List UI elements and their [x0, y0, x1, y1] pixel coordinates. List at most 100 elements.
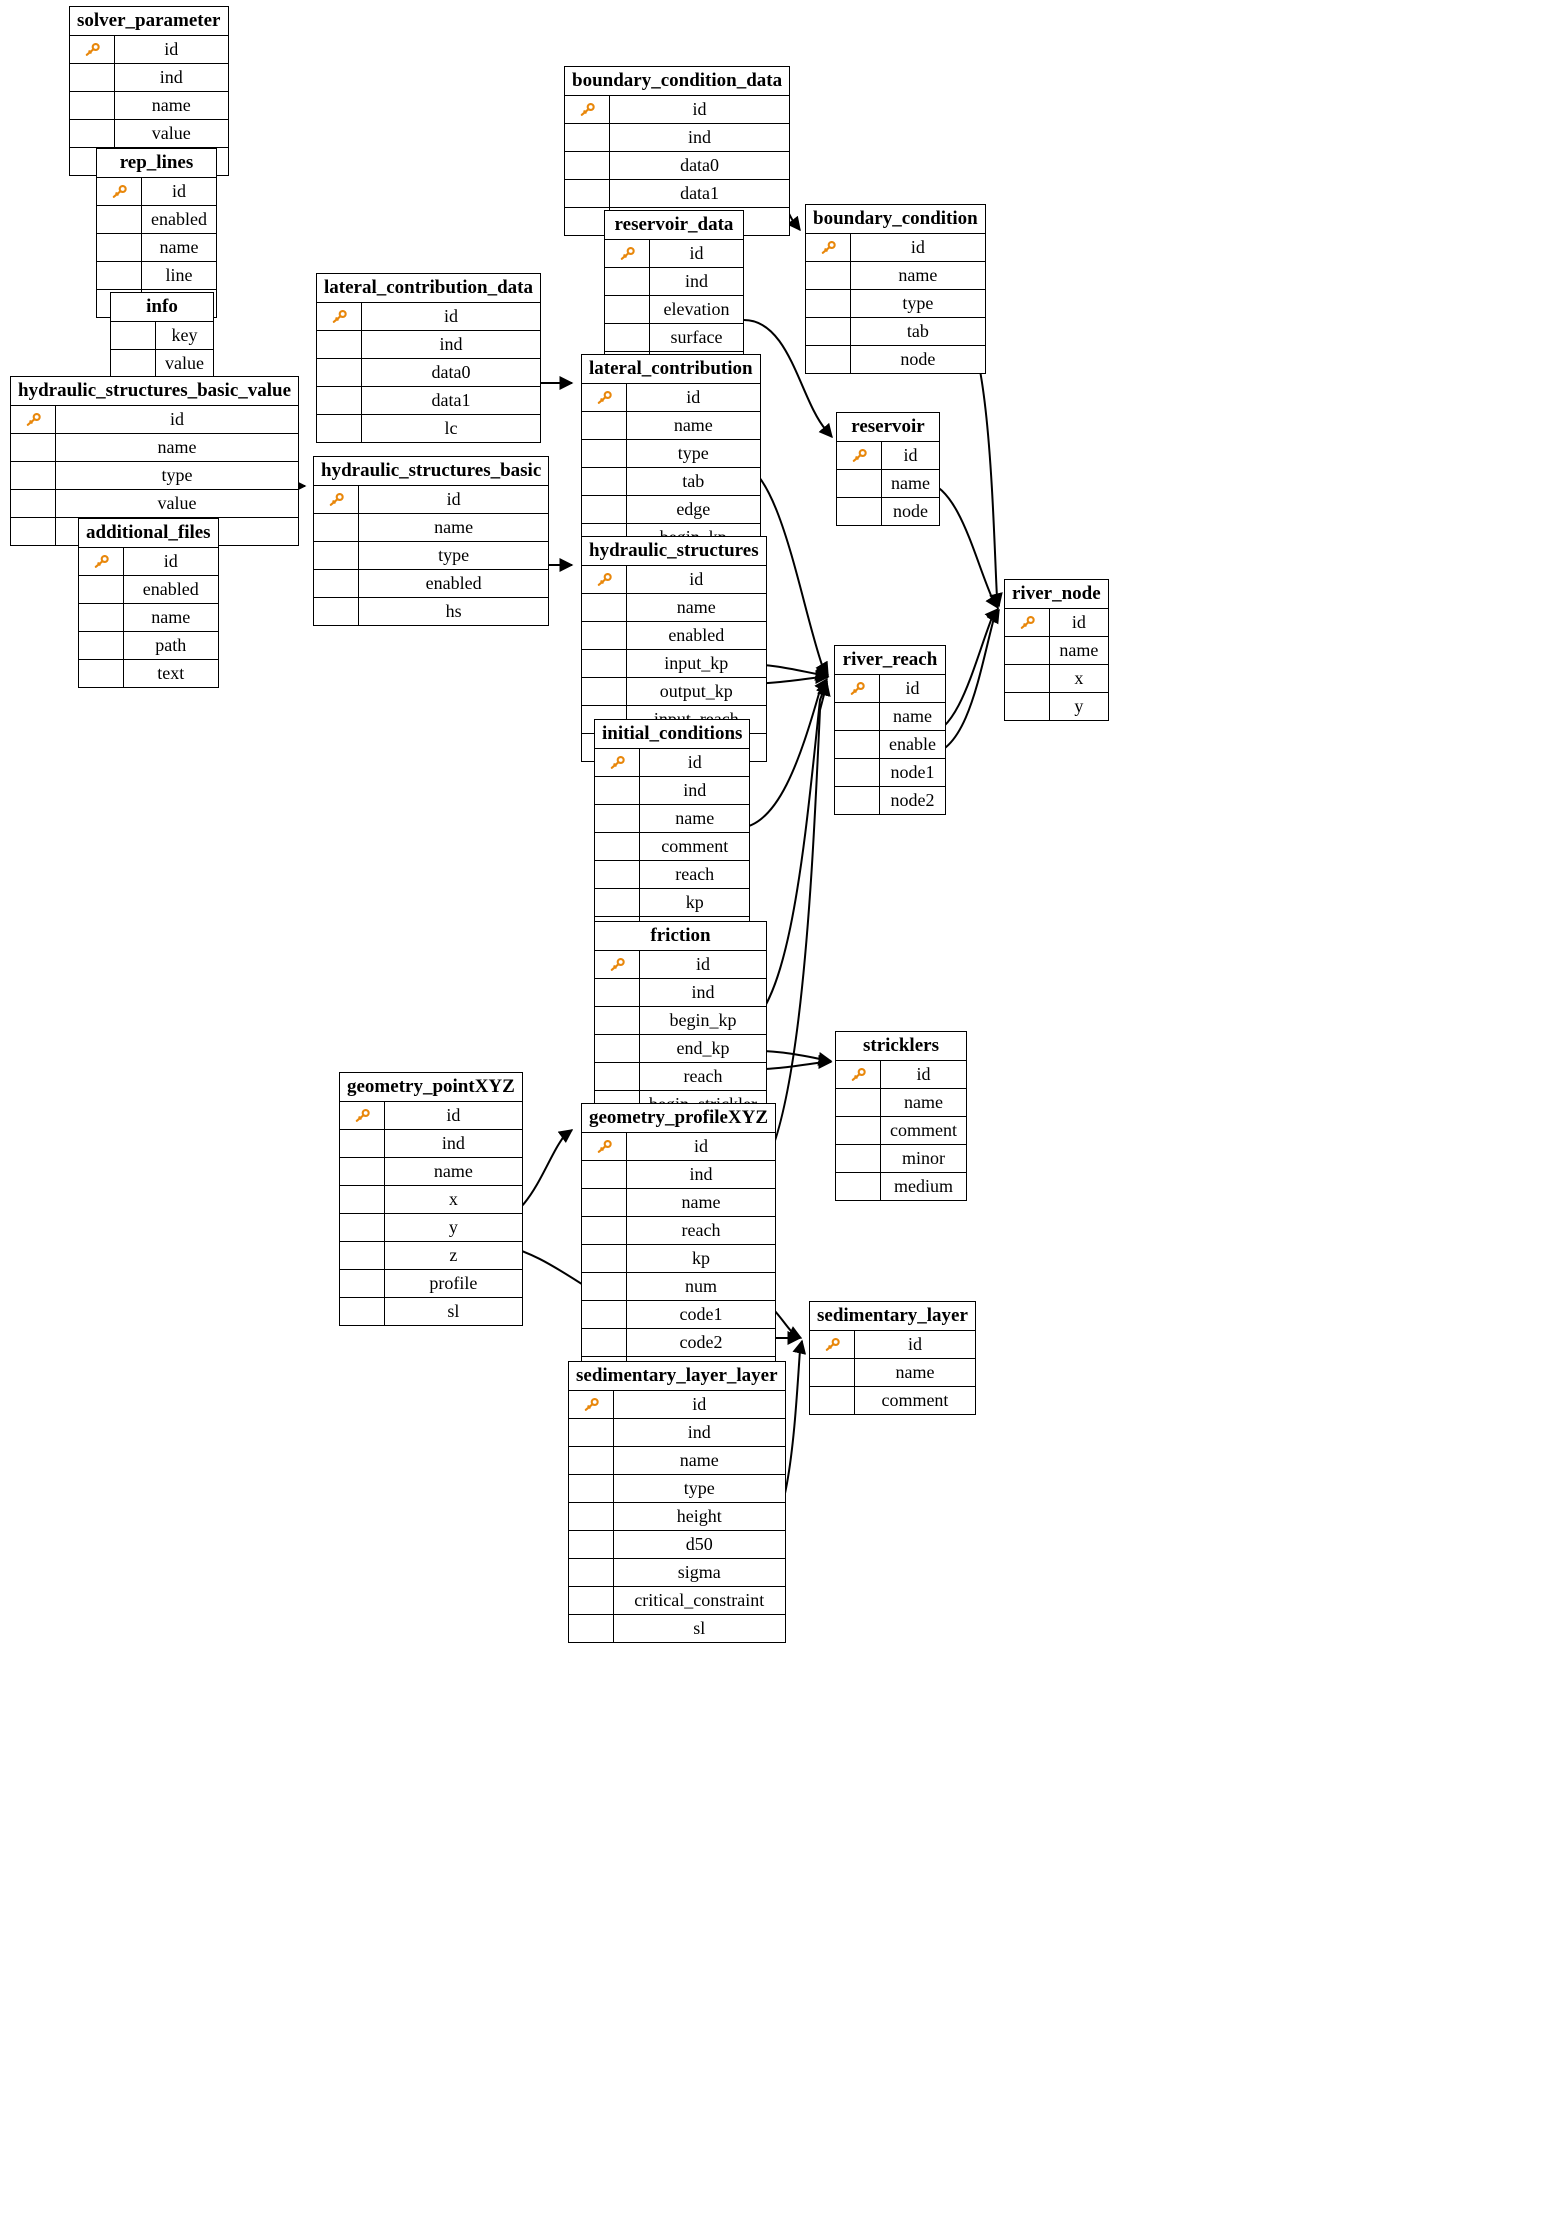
entity-table-boundary-condition[interactable]: boundary_condition id name type tab node — [805, 204, 986, 374]
key-cell-empty — [604, 295, 650, 324]
key-cell-empty — [339, 1297, 385, 1326]
entity-table-boundary-condition-data[interactable]: boundary_condition_dataidinddata0data1bc — [564, 66, 791, 236]
key-cell-empty — [581, 411, 627, 440]
entity-field-label: id — [649, 239, 744, 268]
entity-field-label: name — [854, 1358, 976, 1387]
entity-field-row: name — [69, 91, 228, 120]
entity-field-row: kp — [581, 1244, 776, 1273]
entity-table-sedimentary-layer-layer[interactable]: sedimentary_layer_layer id ind name type heig… — [568, 1361, 786, 1643]
entity-field-row: node — [836, 497, 940, 526]
entity-title: hydraulic_structures — [581, 536, 767, 566]
entity-table-info[interactable]: info key value — [110, 292, 214, 378]
entity-field-label: edge — [626, 495, 761, 524]
entity-table-solver-parameter[interactable]: solver_parameteridindnamevaluesolver — [69, 6, 229, 176]
key-cell-empty — [604, 267, 650, 296]
entity-field-label: ind — [361, 330, 541, 359]
entity-field-label: name — [358, 513, 549, 542]
key-cell-empty — [568, 1586, 614, 1615]
key-cell-empty — [1004, 692, 1050, 721]
primary-key-icon — [568, 1390, 614, 1419]
key-cell-empty — [581, 467, 627, 496]
entity-table-initial-conditions[interactable]: initial_conditions id ind name comment reach k… — [594, 719, 751, 973]
entity-table-hydraulic-structures-basic-value[interactable]: hydraulic_structures_basic_value id name ty… — [10, 376, 300, 546]
entity-title: river_reach — [834, 645, 946, 675]
entity-field-label: hs — [445, 601, 462, 621]
entity-field-label: id — [626, 565, 767, 594]
entity-field-row: name — [809, 1358, 976, 1387]
entity-field-row: value — [69, 119, 228, 148]
entity-table-sedimentary-layer[interactable]: sedimentary_layer id name comment — [809, 1301, 976, 1415]
entity-table-lateral-contribution-data[interactable]: lateral_contribution_data id ind data0 data1… — [316, 273, 541, 443]
entity-field-row: reach — [594, 1062, 767, 1091]
entity-field-label: ind — [639, 978, 767, 1007]
entity-field-row: surface — [604, 323, 744, 352]
entity-table-geometry-profilexyz[interactable]: geometry_profileXYZ id ind name reach kp num co… — [581, 1103, 777, 1385]
entity-field-label: type — [55, 461, 299, 490]
key-cell-empty — [836, 497, 882, 526]
entity-field-label: sl — [447, 1301, 460, 1321]
entity-field-row: name — [581, 411, 761, 440]
entity-field-row: tab — [581, 467, 761, 496]
entity-field-label: critical_constraint — [613, 1586, 786, 1615]
entity-field-label: elevation — [649, 295, 744, 324]
primary-key-icon — [10, 405, 56, 434]
key-cell-empty — [1004, 664, 1050, 693]
entity-field-row: id — [69, 35, 228, 64]
key-cell-empty — [316, 330, 362, 359]
entity-table-river-node[interactable]: river_node id name x y — [1004, 579, 1109, 721]
entity-title: hydraulic_structures_basic_value — [10, 376, 299, 406]
key-cell-empty — [594, 1034, 640, 1063]
entity-field-row: name — [594, 804, 750, 833]
entity-field-row: id — [604, 239, 744, 268]
entity-field-row: id — [96, 177, 217, 206]
key-cell-empty — [568, 1474, 614, 1503]
entity-field-row: id — [78, 547, 219, 576]
entity-field-row: enabled — [78, 575, 219, 604]
key-cell-empty — [316, 358, 362, 387]
entity-field-label: id — [123, 547, 219, 576]
key-cell-empty — [10, 461, 56, 490]
entity-field-row: ind — [568, 1418, 786, 1447]
entity-field-label: data0 — [609, 151, 790, 180]
entity-field-row: enabled — [581, 621, 767, 650]
entity-field-row: hs — [313, 597, 549, 626]
entity-table-additional-files[interactable]: additional_files id enabled name path text — [78, 518, 219, 688]
entity-field-label: id — [639, 950, 767, 979]
entity-table-hydraulic-structures-basic[interactable]: hydraulic_structures_basic id name type enab… — [313, 456, 550, 626]
key-cell-empty — [604, 323, 650, 352]
entity-field-label: type — [850, 289, 986, 318]
key-cell-empty — [581, 1328, 627, 1357]
key-cell-empty — [594, 804, 640, 833]
entity-field-row: num — [581, 1272, 776, 1301]
entity-field-label: node — [892, 501, 928, 521]
entity-field-label: id — [114, 35, 228, 64]
entity-field-label: name — [55, 433, 299, 462]
entity-field-row: edge — [581, 495, 761, 524]
entity-field-label: name — [123, 603, 219, 632]
entity-field-label: name — [626, 411, 761, 440]
entity-field-row: comment — [809, 1386, 976, 1415]
entity-table-reservoir-data[interactable]: reservoir_dataidindelevationsurfacereser… — [604, 210, 744, 380]
key-cell-empty — [96, 233, 142, 262]
entity-field-row: id — [809, 1330, 976, 1359]
entity-table-geometry-pointxyz[interactable]: geometry_pointXYZ id ind name x y z profile sl — [339, 1072, 523, 1326]
entity-field-row: kp — [594, 888, 750, 917]
entity-field-row: path — [78, 631, 219, 660]
entity-table-river-reach[interactable]: river_reach id name enable node1 node2 — [834, 645, 946, 815]
key-cell-empty — [835, 1172, 881, 1201]
entity-field-label: enabled — [626, 621, 767, 650]
key-cell-empty — [96, 205, 142, 234]
entity-title: reservoir_data — [604, 210, 744, 240]
entity-field-label: height — [613, 1502, 786, 1531]
entity-title: boundary_condition_data — [564, 66, 790, 96]
key-cell-empty — [313, 513, 359, 542]
key-cell-empty — [581, 1272, 627, 1301]
entity-table-stricklers[interactable]: stricklers id name comment minor medium — [835, 1031, 967, 1201]
entity-field-row: name — [581, 1188, 776, 1217]
key-cell-empty — [805, 345, 851, 374]
entity-field-row: name — [78, 603, 219, 632]
key-cell-empty — [594, 888, 640, 917]
entity-field-row: id — [568, 1390, 786, 1419]
key-cell-empty — [564, 123, 610, 152]
entity-table-reservoir[interactable]: reservoir id name node — [836, 412, 940, 526]
